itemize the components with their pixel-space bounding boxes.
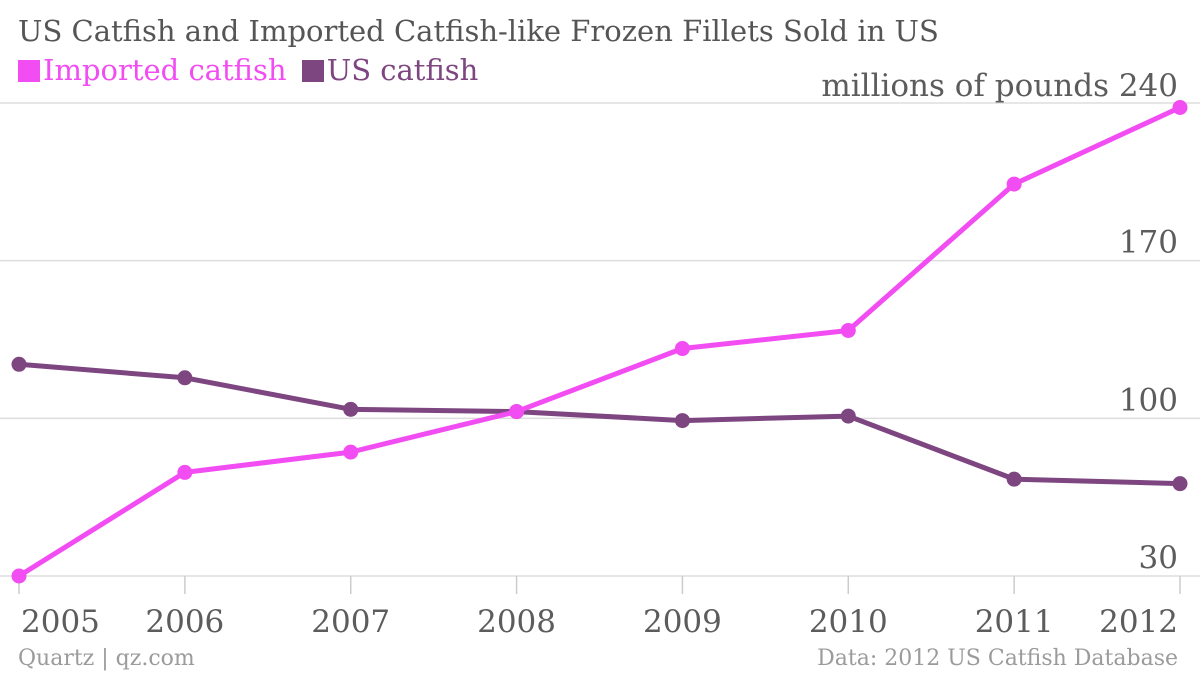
data-point [674,341,690,357]
series-line [16,361,1183,487]
x-tick-label: 2011 [975,604,1054,640]
data-point [11,568,27,584]
data-point [11,356,27,372]
x-tick-label: 2007 [311,604,390,640]
legend-swatch-us [301,60,324,82]
y-tick-label: 100 [1119,382,1178,418]
legend-label-us: US catfish [326,53,479,87]
y-tick-label: 170 [1119,225,1178,261]
data-point [840,322,856,338]
x-tick-label: 2009 [643,604,722,640]
legend-swatch-imported [18,60,40,82]
data-point [177,464,193,480]
x-tick-label: 2005 [21,604,100,640]
footer-credit: Quartz | qz.com [18,646,195,671]
x-tick-label: 2008 [477,604,556,640]
legend-item-us: US catfish [301,53,479,87]
data-point [343,401,359,417]
footer-source: Data: 2012 US Catfish Database [817,646,1178,671]
data-point [1006,471,1022,487]
series-imported-catfish [11,100,1188,584]
legend: Imported catfish US catfish [18,53,484,87]
y-tick-value: 240 [1119,68,1178,104]
data-point [840,408,856,424]
chart-title: US Catfish and Imported Catfish-like Fro… [18,14,939,48]
x-tick-label: 2010 [809,604,888,640]
legend-item-imported: Imported catfish [18,53,287,87]
data-point [1006,176,1022,192]
data-point [1172,476,1188,492]
data-point [509,404,525,420]
x-tick-label: 2012 [1099,604,1178,640]
series-line [16,105,1183,579]
data-point [343,444,359,460]
data-point [177,370,193,386]
y-tick-label: millions of pounds 240 [821,68,1178,104]
legend-label-imported: Imported catfish [43,53,287,87]
x-tick-label: 2006 [145,604,224,640]
data-point [1172,100,1188,116]
y-unit-label: millions of pounds [821,68,1118,104]
data-point [674,413,690,429]
y-tick-label: 30 [1139,540,1178,576]
